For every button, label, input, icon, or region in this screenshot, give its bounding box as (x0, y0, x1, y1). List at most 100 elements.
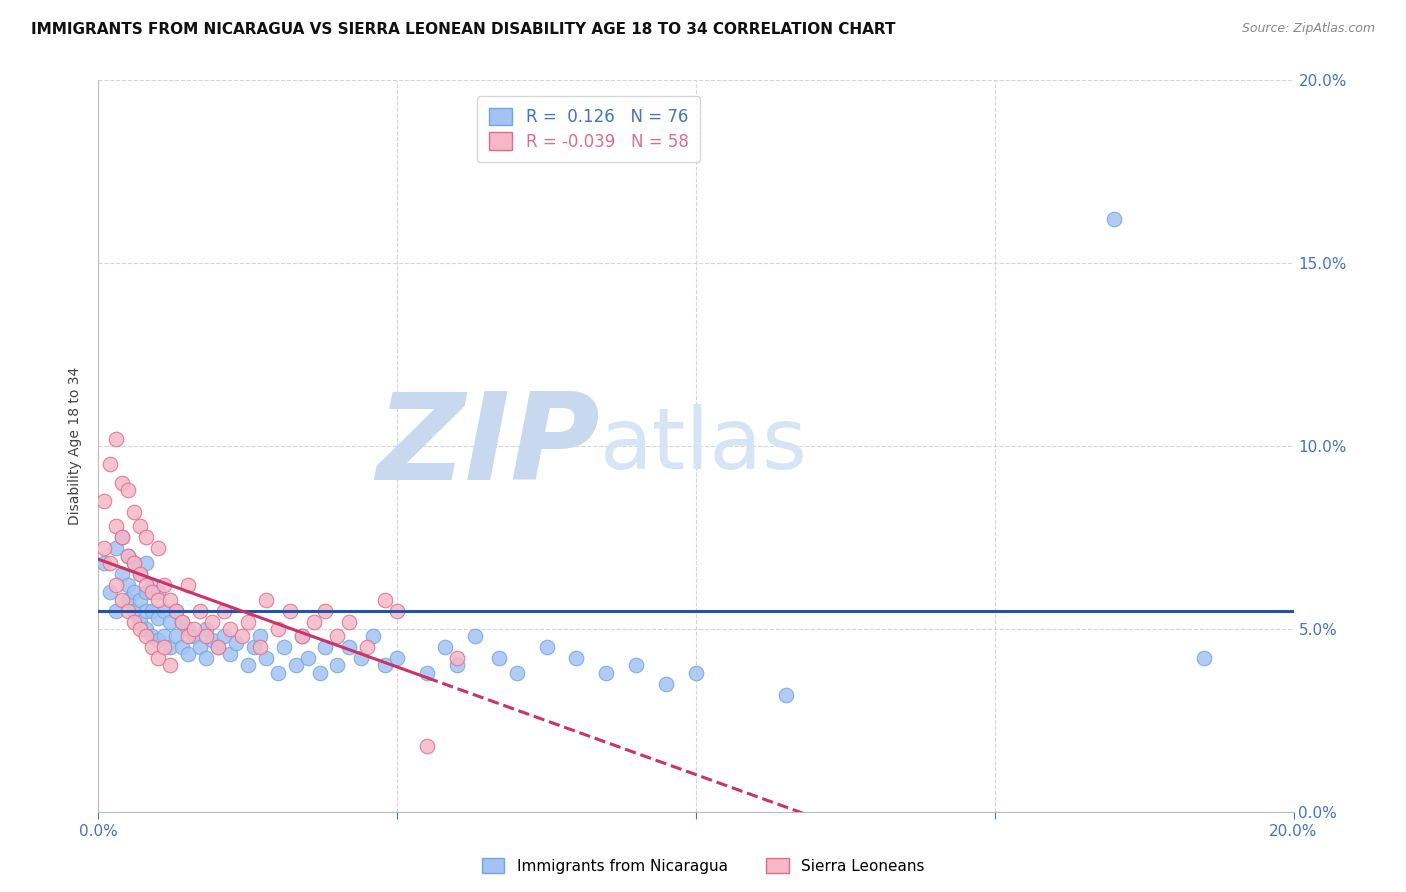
Point (374, 658, 396, 673)
Point (172, 640, 194, 655)
Point (93, 556, 115, 570)
Point (219, 622, 242, 636)
Point (326, 658, 349, 673)
Point (207, 640, 229, 655)
Point (655, 676, 678, 690)
Point (488, 651, 510, 665)
Point (141, 640, 163, 655)
Legend: Immigrants from Nicaragua, Sierra Leoneans: Immigrants from Nicaragua, Sierra Leonea… (475, 852, 931, 880)
Point (374, 592, 396, 607)
Point (177, 648, 200, 662)
Y-axis label: Disability Age 18 to 34: Disability Age 18 to 34 (69, 367, 83, 525)
Point (302, 615, 325, 629)
Point (117, 549, 139, 563)
Point (129, 567, 152, 582)
Text: atlas: atlas (600, 404, 808, 488)
Point (434, 640, 457, 655)
Point (291, 629, 314, 643)
Point (117, 549, 139, 563)
Point (124, 585, 146, 599)
Point (284, 658, 307, 673)
Point (135, 622, 157, 636)
Point (201, 632, 224, 647)
Point (195, 629, 218, 643)
Point (153, 640, 176, 655)
Point (254, 592, 277, 607)
Point (165, 629, 187, 643)
Point (153, 629, 176, 643)
Point (98, 457, 122, 471)
Point (464, 629, 486, 643)
Point (291, 629, 314, 643)
Point (201, 615, 224, 629)
Point (105, 432, 128, 446)
Point (135, 530, 157, 544)
Point (105, 541, 128, 556)
Point (105, 578, 128, 592)
Point (153, 603, 176, 617)
Point (236, 658, 259, 673)
Point (565, 651, 588, 665)
Point (159, 640, 181, 655)
Text: Source: ZipAtlas.com: Source: ZipAtlas.com (1241, 22, 1375, 36)
Point (350, 651, 373, 665)
Point (446, 658, 468, 673)
Point (148, 632, 170, 647)
Point (416, 665, 439, 680)
Point (135, 629, 157, 643)
Point (172, 615, 194, 629)
Point (267, 665, 290, 680)
Legend: R =  0.126   N = 76, R = -0.039   N = 58: R = 0.126 N = 76, R = -0.039 N = 58 (477, 96, 700, 162)
Point (297, 651, 319, 665)
Point (339, 615, 361, 629)
Point (111, 475, 134, 490)
Point (148, 592, 170, 607)
Point (225, 636, 247, 650)
Point (159, 592, 181, 607)
Point (243, 640, 266, 655)
Point (207, 640, 229, 655)
Point (141, 629, 163, 643)
Point (117, 603, 139, 617)
Point (159, 615, 181, 629)
Point (124, 603, 146, 617)
Point (159, 658, 181, 673)
Point (141, 585, 163, 599)
Point (249, 629, 271, 643)
Point (172, 615, 194, 629)
Point (183, 622, 205, 636)
Point (308, 665, 330, 680)
Point (385, 651, 409, 665)
Point (117, 578, 139, 592)
Point (135, 556, 157, 570)
Point (254, 651, 277, 665)
Point (129, 615, 152, 629)
Point (93, 541, 115, 556)
Point (124, 615, 146, 629)
Point (141, 603, 163, 617)
Point (98, 556, 122, 570)
Point (212, 629, 235, 643)
Point (129, 622, 152, 636)
Text: IMMIGRANTS FROM NICARAGUA VS SIERRA LEONEAN DISABILITY AGE 18 TO 34 CORRELATION : IMMIGRANTS FROM NICARAGUA VS SIERRA LEON… (31, 22, 896, 37)
Point (105, 519, 128, 533)
Point (326, 629, 349, 643)
Point (111, 592, 134, 607)
Point (135, 578, 157, 592)
Point (188, 640, 211, 655)
Point (165, 603, 187, 617)
Point (117, 592, 139, 607)
Point (177, 622, 200, 636)
Point (315, 603, 337, 617)
Point (385, 603, 409, 617)
Point (129, 592, 152, 607)
Point (506, 665, 529, 680)
Point (595, 665, 617, 680)
Point (356, 640, 378, 655)
Point (129, 519, 152, 533)
Point (148, 611, 170, 625)
Point (93, 494, 115, 508)
Point (267, 622, 290, 636)
Point (111, 530, 134, 544)
Point (212, 603, 235, 617)
